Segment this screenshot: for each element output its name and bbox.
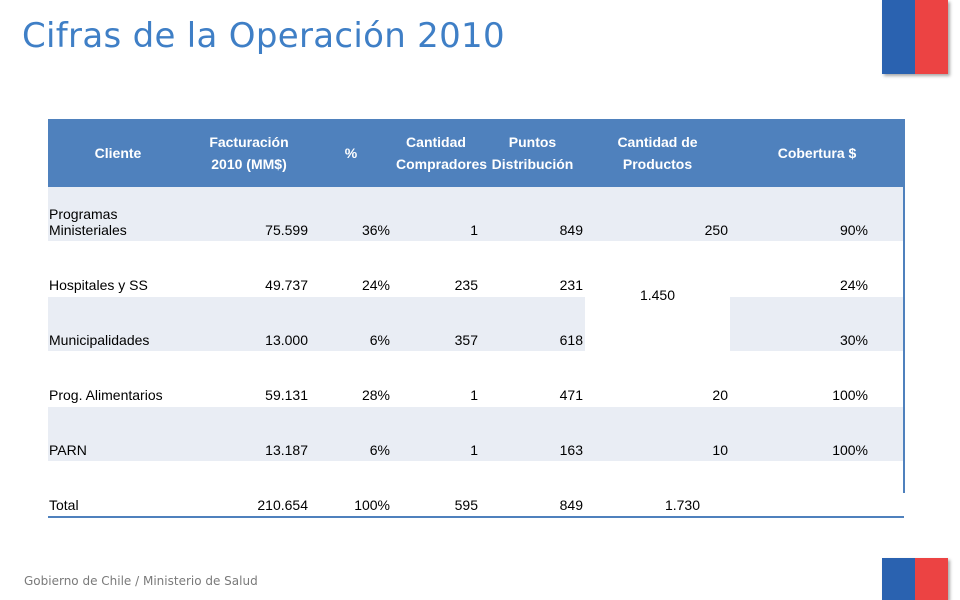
cell-pct: 100%: [310, 461, 392, 518]
footer-text: Gobierno de Chile / Ministerio de Salud: [24, 574, 258, 588]
cell-facturacion: 13.187: [188, 406, 310, 462]
cell-puntos: 849: [480, 461, 585, 518]
table-right-border: [903, 119, 905, 493]
cell-puntos: 163: [480, 406, 585, 462]
cell-cliente: PARN: [48, 406, 188, 462]
cell-cliente: Total: [48, 461, 188, 518]
cell-cobertura: 24%: [730, 241, 904, 297]
table-header-row: Cliente Facturación 2010 (MM$) % Cantida…: [48, 119, 904, 187]
header-compradores: Cantidad Compradores: [392, 119, 487, 187]
chile-flag-icon: [882, 558, 948, 600]
table-row: Prog. Alimentarios 59.131 28% 1 471 20 1…: [48, 351, 904, 407]
cell-pct: 24%: [310, 241, 392, 297]
cell-compradores: 1: [392, 187, 480, 242]
cell-cobertura: [730, 461, 904, 518]
header-puntos: Puntos Distribución: [480, 119, 585, 187]
cell-cliente: Programas Ministeriales: [48, 187, 188, 242]
cell-pct: 36%: [310, 187, 392, 242]
cell-puntos: 849: [480, 187, 585, 242]
cell-compradores: 595: [392, 461, 480, 518]
cell-cobertura: 30%: [730, 296, 904, 352]
cell-compradores: 357: [392, 296, 480, 352]
cell-productos-merged: 1.450: [585, 241, 730, 352]
chile-flag-icon: [882, 0, 948, 74]
cell-productos: 250: [585, 187, 730, 242]
cell-facturacion: 75.599: [188, 187, 310, 242]
cell-pct: 6%: [310, 296, 392, 352]
cell-cliente: Municipalidades: [48, 296, 188, 352]
cell-cliente: Hospitales y SS: [48, 241, 188, 297]
table-row-total: Total 210.654 100% 595 849 1.730: [48, 461, 904, 518]
table-row: PARN 13.187 6% 1 163 10 100%: [48, 406, 904, 462]
cell-cobertura: 90%: [730, 187, 904, 242]
cell-facturacion: 59.131: [188, 351, 310, 407]
header-facturacion: Facturación 2010 (MM$): [188, 119, 310, 187]
cell-puntos: 231: [480, 241, 585, 297]
table-row: Hospitales y SS 49.737 24% 235 231 1.450…: [48, 241, 904, 352]
cell-puntos: 618: [480, 296, 585, 352]
header-pct: %: [310, 119, 392, 187]
cell-facturacion: 210.654: [188, 461, 310, 518]
cell-compradores: 1: [392, 351, 480, 407]
cell-facturacion: 13.000: [188, 296, 310, 352]
cell-productos: 1.730: [585, 461, 730, 518]
cell-productos: 20: [585, 351, 730, 407]
header-cliente: Cliente: [48, 119, 188, 187]
cell-cliente: Prog. Alimentarios: [48, 351, 188, 407]
table-row: Municipalidades 13.000 6% 357 618 30%: [48, 296, 904, 352]
cell-compradores: 235: [392, 241, 480, 297]
page-title: Cifras de la Operación 2010: [22, 16, 505, 56]
cell-cobertura: 100%: [730, 351, 904, 407]
table-row: Programas Ministeriales 75.599 36% 1 849…: [48, 187, 904, 242]
cell-puntos: 471: [480, 351, 585, 407]
cell-cobertura: 100%: [730, 406, 904, 462]
operations-table: Cliente Facturación 2010 (MM$) % Cantida…: [48, 119, 904, 518]
header-productos: Cantidad de Productos: [585, 119, 730, 187]
cell-pct: 6%: [310, 406, 392, 462]
header-cobertura: Cobertura $: [730, 119, 904, 187]
cell-pct: 28%: [310, 351, 392, 407]
cell-facturacion: 49.737: [188, 241, 310, 297]
cell-compradores: 1: [392, 406, 480, 462]
cell-productos: 10: [585, 406, 730, 462]
